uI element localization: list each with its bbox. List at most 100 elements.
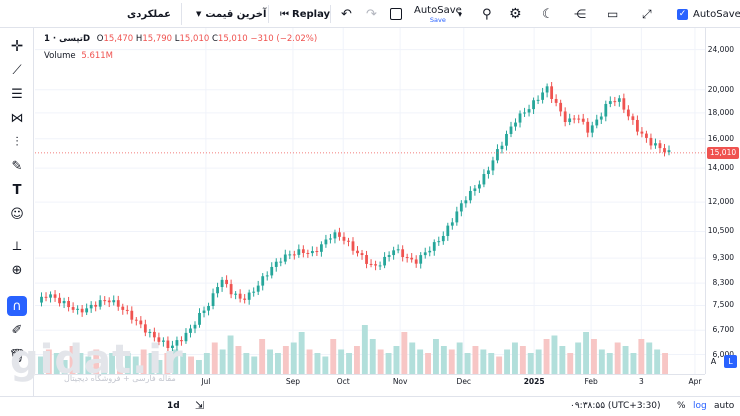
share-icon[interactable]: ⋲ xyxy=(574,7,586,21)
quick-search-icon[interactable]: ⚲ xyxy=(482,6,492,22)
autosave-toggle[interactable]: ✓ AutoSave xyxy=(677,0,740,28)
candle-body xyxy=(396,249,400,251)
candle-body xyxy=(265,275,269,277)
candle-body xyxy=(347,240,350,242)
legend-open-label: O xyxy=(96,34,104,44)
volume-bar xyxy=(551,335,558,374)
checkbox-checked-icon[interactable]: ✓ xyxy=(677,8,688,20)
volume-bar xyxy=(646,342,653,374)
trash-icon[interactable]: 🗑 xyxy=(8,348,26,364)
pattern-icon[interactable]: ⋈ xyxy=(10,110,24,126)
candle-body xyxy=(545,86,549,93)
candle-body xyxy=(414,259,418,264)
fullscreen-icon[interactable]: ⤢ xyxy=(642,6,652,21)
price-tick-label: 14,000 xyxy=(707,163,734,173)
auto-button[interactable]: auto xyxy=(714,401,735,411)
redo-icon[interactable]: ↷ xyxy=(366,6,377,22)
volume-bar xyxy=(235,346,242,374)
top-toolbar: عملکردی ▼ آخرین قیمت ⏮ Replay ↶ ↷ AutoSa… xyxy=(0,0,740,28)
candle-body xyxy=(58,297,61,304)
price-tick-label: 24,000 xyxy=(707,44,734,54)
volume-bar xyxy=(322,356,329,374)
volume-bar xyxy=(614,342,621,374)
candle-body xyxy=(378,265,382,267)
legend-close-value: 15,010 xyxy=(217,34,248,44)
volume-bar xyxy=(519,346,526,374)
replay-label: Replay xyxy=(292,8,331,20)
volume-bar xyxy=(496,356,503,374)
interval-button[interactable]: 1d xyxy=(167,401,180,411)
clock-timezone[interactable]: ۰۹:۳۸:۵۵ (UTC+3:30) xyxy=(570,401,661,411)
volume-bar xyxy=(567,353,574,374)
volume-bar xyxy=(259,339,266,374)
ruler-icon[interactable]: ⟂ xyxy=(12,238,22,254)
volume-bar xyxy=(306,349,313,374)
candle-body xyxy=(487,170,490,175)
volume-bar xyxy=(188,356,194,374)
lock-drawings-icon[interactable]: ✐ xyxy=(11,322,23,338)
undo-icon[interactable]: ↶ xyxy=(341,6,352,22)
volume-bar xyxy=(148,353,155,374)
time-axis[interactable]: Jul Sep Oct Nov Dec 2025 Feb 3 Apr xyxy=(35,374,705,388)
auto-scale-button[interactable]: A xyxy=(710,357,717,366)
candle-body xyxy=(365,255,368,264)
candle-body xyxy=(62,300,66,304)
log-button[interactable]: log xyxy=(693,401,707,411)
settings-gear-icon[interactable]: ⚙ xyxy=(509,6,522,22)
candle-body xyxy=(360,253,364,256)
candle-body xyxy=(387,255,391,257)
candle-body xyxy=(613,101,617,103)
autosave-button[interactable]: AutoSave Save xyxy=(414,0,462,28)
horizontal-lines-icon[interactable]: ☰ xyxy=(11,86,23,102)
volume-bar xyxy=(77,353,84,374)
replay-button[interactable]: ⏮ Replay xyxy=(280,0,330,28)
price-type-dropdown[interactable]: ▼ آخرین قیمت xyxy=(196,0,266,28)
log-scale-button[interactable]: L xyxy=(724,355,737,368)
candle-body xyxy=(383,256,386,266)
snapshot-icon[interactable]: ▭ xyxy=(607,7,619,21)
dark-mode-moon-icon[interactable]: ☾ xyxy=(542,6,554,22)
layout-button[interactable] xyxy=(390,0,402,28)
goto-date-icon[interactable]: ⇲ xyxy=(195,399,205,412)
candle-body xyxy=(49,294,52,298)
candle-body xyxy=(189,328,192,333)
autosave-chevron-icon[interactable]: ▾ xyxy=(458,9,463,19)
volume-bar xyxy=(275,353,281,374)
volume-bar xyxy=(346,353,352,374)
candle-body xyxy=(631,116,635,120)
square-icon xyxy=(390,8,402,20)
symbol-search-box[interactable]: عملکردی xyxy=(2,3,182,25)
legend-high-value: 15,790 xyxy=(142,34,173,44)
candle-body xyxy=(166,340,170,348)
candle-body xyxy=(636,119,639,132)
candle-body xyxy=(315,251,319,253)
volume-bar xyxy=(630,353,637,374)
time-tick-label: 2025 xyxy=(523,377,545,386)
price-chart[interactable] xyxy=(35,28,705,374)
trend-line-icon[interactable]: ⟋ xyxy=(12,62,22,78)
magnet-icon[interactable]: ∩ xyxy=(7,296,27,316)
percent-scale-button[interactable]: % xyxy=(677,401,686,411)
price-tick-label: 7,500 xyxy=(712,300,734,310)
drawing-toolbar: ✛ ⟋ ☰ ⋈ ⫶ ✎ T ☺ ⟂ ⊕ ∩ ✐ 🗑 xyxy=(0,28,34,396)
volume-bar xyxy=(219,349,226,374)
brush-icon[interactable]: ✎ xyxy=(11,158,23,174)
zoom-in-icon[interactable]: ⊕ xyxy=(11,262,23,278)
price-axis[interactable]: 24,000 20,000 18,000 16,000 14,000 12,000 10,5… xyxy=(705,28,740,374)
emoji-icon[interactable]: ☺ xyxy=(10,206,24,222)
candle-body xyxy=(464,200,468,204)
text-tool-icon[interactable]: T xyxy=(12,182,22,198)
candle-body xyxy=(482,174,486,185)
candle-body xyxy=(94,304,98,307)
volume-bar xyxy=(654,349,661,374)
candle-body xyxy=(292,254,296,256)
candle-body xyxy=(468,190,472,201)
volume-bar xyxy=(69,346,76,374)
replay-icon: ⏮ xyxy=(280,8,289,20)
candle-body xyxy=(527,109,531,113)
fib-retracement-icon[interactable]: ⫶ xyxy=(15,134,19,150)
candle-body xyxy=(392,250,396,256)
symbol-search-text[interactable]: عملکردی xyxy=(127,8,171,20)
candle-body xyxy=(450,222,454,226)
crosshair-icon[interactable]: ✛ xyxy=(10,37,24,55)
